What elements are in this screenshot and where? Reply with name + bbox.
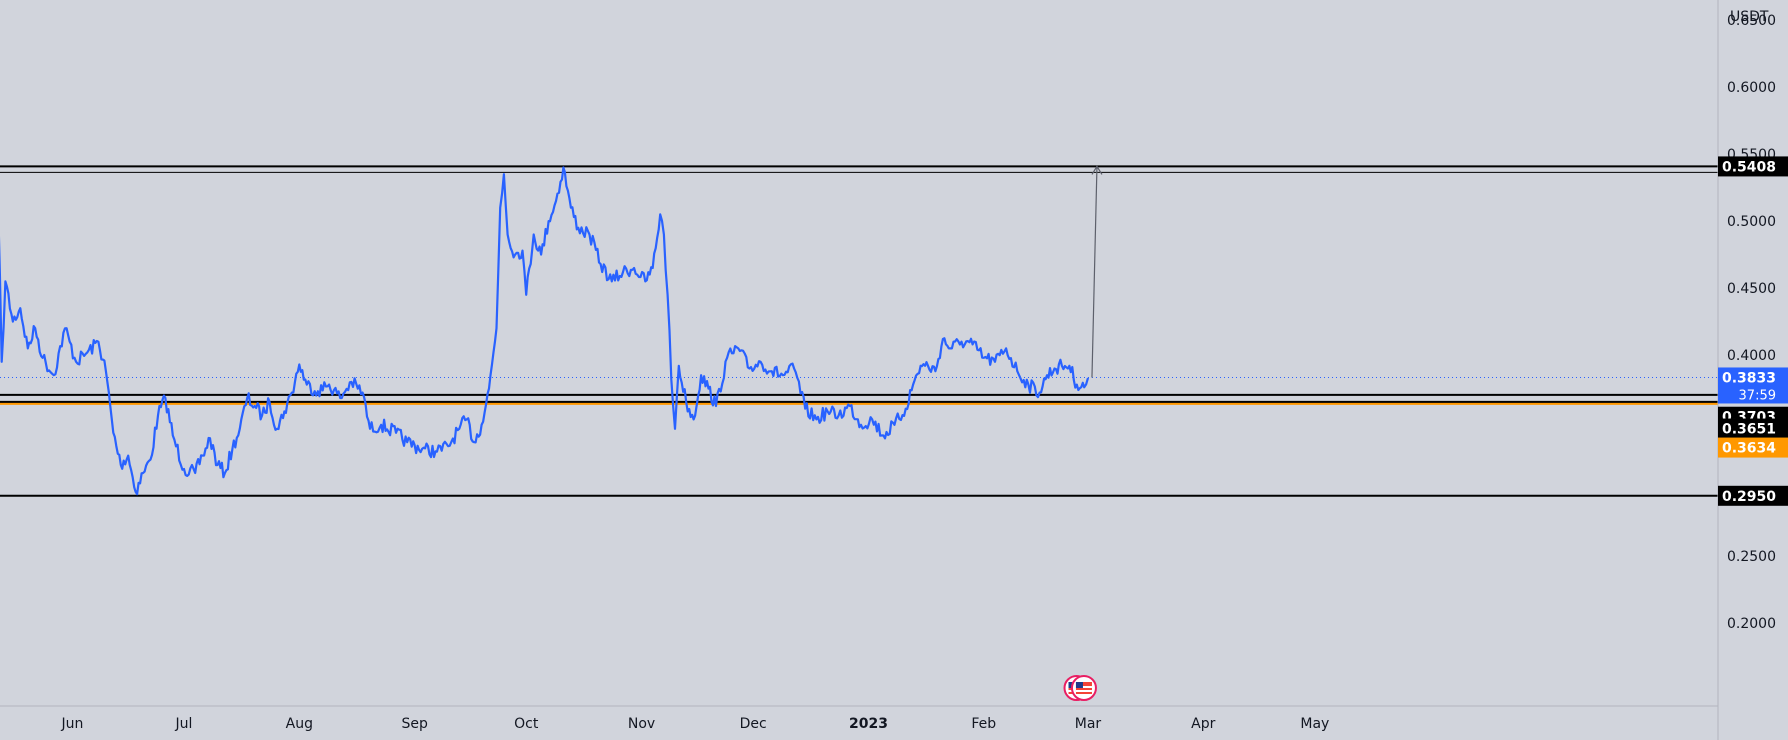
- x-tick-label: Nov: [628, 716, 655, 732]
- x-tick-label: Dec: [740, 716, 767, 732]
- x-tick-label: Feb: [971, 716, 996, 732]
- last-price-label: 0.3833: [1722, 370, 1776, 386]
- x-tick-label: Sep: [401, 716, 428, 732]
- x-tick-label: Apr: [1191, 716, 1215, 732]
- y-tick-label: 0.5000: [1727, 214, 1776, 230]
- x-tick-label: Oct: [514, 716, 539, 732]
- level-price-label: 0.2950: [1722, 489, 1776, 505]
- x-tick-label: 2023: [849, 716, 888, 732]
- level-price-label: 0.5408: [1722, 159, 1776, 175]
- support-band-label-bg: [1718, 437, 1788, 458]
- y-tick-label: 0.6000: [1727, 80, 1776, 96]
- x-tick-label: Jun: [60, 716, 83, 732]
- y-tick-label: 0.2000: [1727, 616, 1776, 632]
- last-price-label-bg: [1718, 367, 1788, 404]
- price-line[interactable]: [0, 166, 1090, 496]
- y-tick-label: 0.4500: [1727, 281, 1776, 297]
- bar-countdown-label: 37:59: [1739, 388, 1776, 403]
- support-band: [0, 401, 1718, 405]
- y-tick-label: 0.2500: [1727, 549, 1776, 565]
- support-band-label: 0.3634: [1722, 441, 1776, 457]
- price-labels: 0.54080.37030.36510.29500.36340.383337:5…: [1718, 156, 1788, 506]
- projection-arrow[interactable]: [1091, 166, 1098, 378]
- level-price-label: 0.3651: [1722, 422, 1776, 438]
- y-tick-label: 0.6500: [1727, 13, 1776, 29]
- level-price-label-bg: [1718, 156, 1788, 177]
- arrow-head-icon: [1091, 165, 1103, 175]
- flag-us-icon[interactable]: [1070, 675, 1097, 701]
- level-price-label-bg: [1718, 418, 1788, 439]
- x-tick-label: May: [1300, 716, 1329, 732]
- y-tick-label: 0.4000: [1727, 348, 1776, 364]
- x-tick-label: Jul: [175, 716, 193, 732]
- x-tick-label: Aug: [286, 716, 313, 732]
- plot-area[interactable]: [0, 165, 1718, 701]
- x-tick-label: Mar: [1075, 716, 1102, 732]
- level-price-label-bg: [1718, 485, 1788, 506]
- currency-label: USDT: [1730, 9, 1769, 25]
